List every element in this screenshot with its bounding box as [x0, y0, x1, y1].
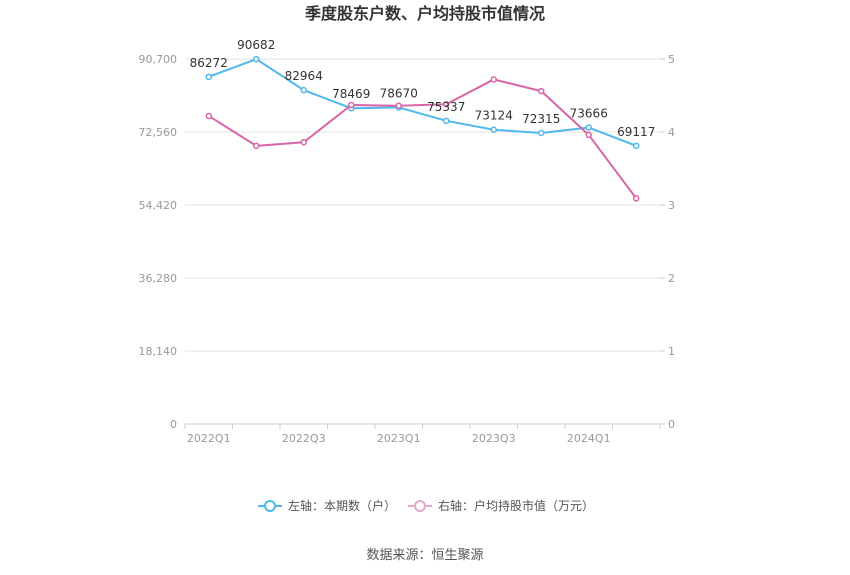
- x-axis: 2022Q1 2022Q3 2023Q1 2023Q3 2024Q1: [184, 423, 661, 445]
- x-tick-label: 2023Q3: [472, 432, 516, 445]
- right-tick-label: 5: [668, 53, 675, 66]
- data-label: 90682: [237, 38, 275, 52]
- left-tick-label: 0: [170, 418, 177, 431]
- data-point-left[interactable]: [490, 126, 497, 133]
- left-tick-label: 18,140: [139, 345, 178, 358]
- x-tick-label: 2022Q1: [187, 432, 231, 445]
- data-point-right[interactable]: [443, 101, 450, 108]
- series-group: [205, 55, 640, 202]
- data-point-right[interactable]: [538, 87, 545, 95]
- data-label: 75337: [427, 100, 465, 114]
- left-axis: 0 18,140 36,280 54,420 72,560 90,700: [139, 53, 178, 431]
- left-tick-label: 36,280: [139, 272, 178, 285]
- x-tick-label: 2024Q1: [567, 432, 611, 445]
- data-point-left[interactable]: [443, 117, 450, 125]
- series-line-right: [208, 78, 638, 200]
- legend-marker-left-icon: [264, 500, 276, 512]
- right-tick-label: 4: [668, 126, 675, 139]
- data-point-right[interactable]: [633, 195, 640, 202]
- x-tick-label: 2022Q3: [282, 432, 326, 445]
- data-label: 73124: [475, 109, 513, 123]
- data-point-left[interactable]: [300, 86, 307, 94]
- data-label: 78469: [332, 87, 370, 101]
- legend-marker-right-icon: [414, 500, 426, 512]
- left-tick-label: 54,420: [139, 199, 178, 212]
- data-point-left[interactable]: [538, 129, 545, 137]
- right-tick-label: 1: [668, 345, 675, 358]
- data-point-right[interactable]: [348, 101, 355, 109]
- grid-lines: [185, 58, 660, 352]
- right-tick-label: 3: [668, 199, 675, 212]
- series-line-left: [208, 58, 637, 147]
- data-label: 82964: [285, 69, 323, 83]
- data-point-right[interactable]: [300, 138, 307, 146]
- data-point-left[interactable]: [205, 73, 212, 81]
- legend-item-left[interactable]: 左轴：本期数（户）: [258, 498, 396, 513]
- data-label: 86272: [190, 56, 228, 70]
- data-labels: 86272 90682 82964 78469 78670 75337 73124 72315…: [190, 38, 656, 139]
- data-point-right[interactable]: [585, 131, 592, 139]
- legend-label-left: 左轴：本期数（户）: [288, 498, 396, 513]
- legend-item-right[interactable]: 右轴：户均持股市值（万元）: [408, 498, 594, 513]
- left-tick-label: 90,700: [139, 53, 178, 66]
- data-label: 73666: [570, 107, 608, 121]
- data-point-left[interactable]: [253, 55, 260, 63]
- data-point-right[interactable]: [395, 102, 402, 109]
- data-source: 数据来源：恒生聚源: [366, 548, 483, 563]
- data-label: 72315: [522, 112, 560, 126]
- data-point-right[interactable]: [205, 112, 212, 120]
- data-label: 69117: [617, 125, 655, 139]
- left-tick-label: 72,560: [139, 126, 178, 139]
- legend[interactable]: 左轴：本期数（户） 右轴：户均持股市值（万元）: [258, 498, 594, 513]
- x-tick-label: 2023Q1: [377, 432, 421, 445]
- data-point-left[interactable]: [633, 142, 640, 150]
- data-label: 78670: [380, 86, 418, 100]
- data-point-right[interactable]: [490, 76, 497, 83]
- right-tick-label: 0: [668, 418, 675, 431]
- data-point-right[interactable]: [253, 142, 260, 150]
- legend-label-right: 右轴：户均持股市值（万元）: [438, 498, 594, 513]
- chart-title: 季度股东户数、户均持股市值情况: [304, 4, 545, 23]
- right-tick-label: 2: [668, 272, 675, 285]
- right-axis: 0 1 2 3 4 5: [660, 53, 675, 431]
- data-point-left[interactable]: [585, 124, 592, 131]
